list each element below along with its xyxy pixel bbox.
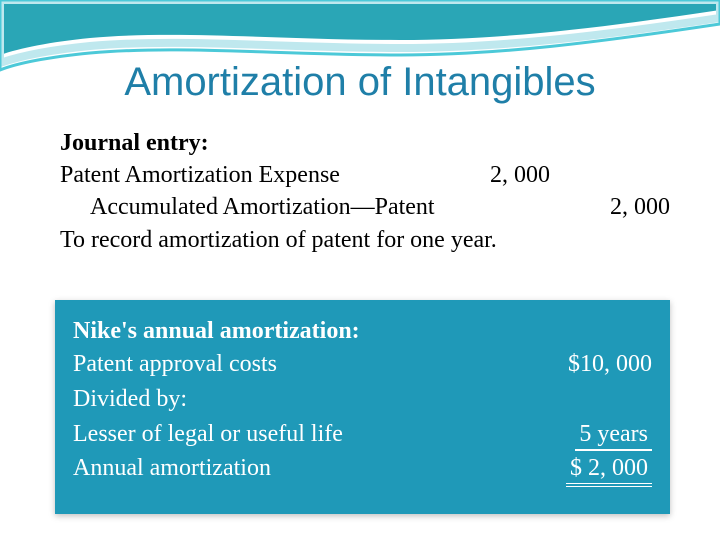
journal-debit-row: Patent Amortization Expense 2, 000 [60, 159, 670, 191]
nike-row-divided: Divided by: [73, 382, 652, 417]
nike-divided-label: Divided by: [73, 382, 187, 417]
nike-costs-label: Patent approval costs [73, 347, 277, 382]
journal-entry-block: Journal entry: Patent Amortization Expen… [60, 130, 670, 256]
nike-calculation-box: Nike's annual amortization: Patent appro… [55, 300, 670, 514]
journal-memo-row: To record amortization of patent for one… [60, 224, 670, 256]
journal-memo: To record amortization of patent for one… [60, 224, 497, 256]
nike-annual-value: $ 2, 000 [566, 455, 652, 487]
journal-credit-desc: Accumulated Amortization—Patent [60, 191, 435, 223]
nike-row-annual: Annual amortization $ 2, 000 [73, 451, 652, 486]
slide-title: Amortization of Intangibles [60, 60, 660, 105]
nike-heading: Nike's annual amortization: [73, 318, 652, 345]
journal-debit-amount: 2, 000 [490, 159, 550, 191]
journal-credit-amount: 2, 000 [610, 191, 670, 223]
nike-life-value: 5 years [575, 421, 652, 451]
journal-debit-desc: Patent Amortization Expense [60, 159, 340, 191]
nike-life-label: Lesser of legal or useful life [73, 417, 343, 452]
nike-row-costs: Patent approval costs $10, 000 [73, 347, 652, 382]
nike-row-life: Lesser of legal or useful life 5 years [73, 417, 652, 452]
nike-costs-value: $10, 000 [568, 347, 652, 382]
journal-heading: Journal entry: [60, 130, 670, 157]
journal-credit-row: Accumulated Amortization—Patent 2, 000 [60, 191, 670, 223]
nike-annual-label: Annual amortization [73, 451, 271, 486]
